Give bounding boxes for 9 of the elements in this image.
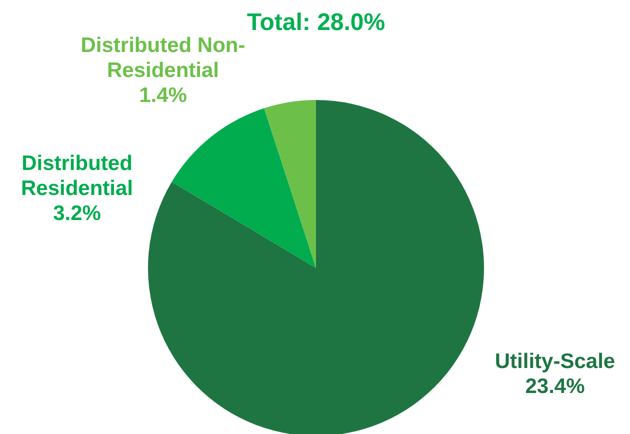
pie-slice — [172, 108, 316, 268]
slice-label: Utility-Scale — [494, 350, 616, 373]
pie-slice — [264, 100, 316, 268]
data-label: 3.2% — [53, 202, 102, 225]
data-label: 1.4% — [139, 84, 188, 107]
slice-label: Distributed Residential — [20, 152, 134, 200]
data-label: 23.4% — [525, 375, 586, 398]
chart-title: Total: 28.0% — [246, 9, 386, 36]
slice-label: Distributed Non-Residential — [80, 34, 246, 82]
